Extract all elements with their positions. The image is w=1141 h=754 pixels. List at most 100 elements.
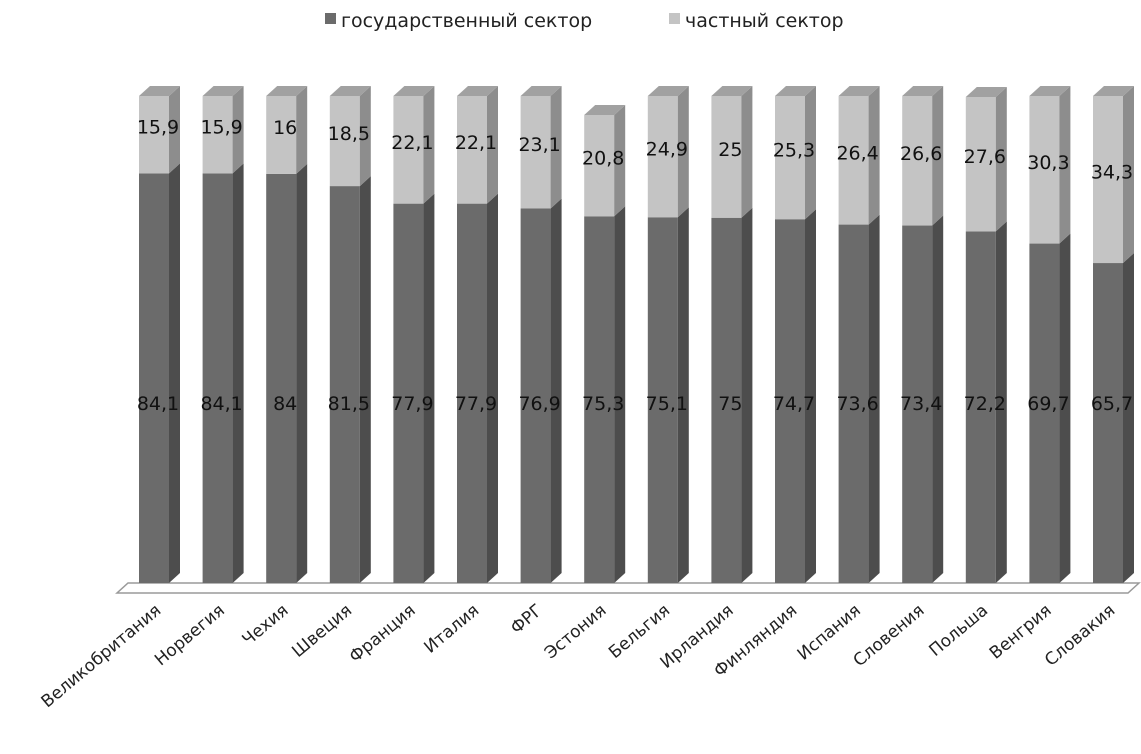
category-label: ФРГ (507, 601, 547, 639)
bar-top-cap (266, 86, 308, 96)
bar-state-sector (711, 217, 742, 583)
category-label: Словакия (1041, 601, 1119, 671)
bar-private-side (550, 86, 562, 209)
bar-state-sector (266, 173, 297, 584)
bar-state-side (805, 209, 816, 583)
bar-private-sector (1093, 96, 1123, 264)
category-label: Чехия (239, 601, 293, 651)
bar-state-side (169, 163, 180, 584)
bar-group: 75,3 20,8 (582, 104, 626, 583)
bar-private-sector (202, 96, 233, 174)
data-label-state: 75,1 (646, 393, 688, 415)
bar-state-sector (902, 225, 933, 584)
bar-private-sector (775, 96, 805, 220)
bar-private-sector (838, 96, 869, 225)
bar-group: 73,4 26,6 (900, 86, 944, 584)
bar-group: 84,1 15,9 (200, 86, 244, 584)
bar-private-side (995, 86, 1007, 232)
bar-top-cap (711, 86, 753, 96)
data-label-state: 77,9 (455, 393, 497, 415)
bar-state-side (423, 193, 435, 583)
bar-state-side (359, 176, 371, 583)
data-label-private: 16 (273, 117, 297, 139)
bar-top-cap (902, 86, 944, 96)
category-label: Эстония (541, 601, 610, 664)
bar-top-cap (647, 86, 689, 96)
bar-state-sector (457, 203, 487, 583)
data-label-private: 30,3 (1027, 152, 1069, 174)
bar-group: 81,5 18,5 (328, 86, 371, 583)
bar-private-side (868, 86, 880, 225)
bar-group: 75 25 (711, 86, 753, 583)
data-label-private: 23,1 (518, 134, 560, 156)
data-label-state: 72,2 (964, 393, 1006, 415)
category-label: Великобритания (38, 601, 166, 713)
bar-private-sector (266, 96, 297, 174)
data-label-private: 22,1 (455, 132, 497, 154)
bars-group: 84,115,984,115,9841681,518,577,922,177,9… (137, 86, 1134, 584)
bar-top-cap (584, 104, 626, 115)
bar-top-cap (139, 86, 180, 96)
bar-state-sector (965, 231, 996, 584)
data-label-private: 15,9 (137, 117, 179, 139)
bar-group: 77,9 22,1 (391, 86, 435, 583)
bar-group: 76,9 23,1 (518, 86, 562, 583)
bar-state-side (932, 215, 944, 584)
bar-private-side (932, 86, 944, 226)
bar-private-sector (647, 96, 678, 218)
chart-floor (115, 582, 1141, 594)
legend-label-private: частный сектор (685, 10, 844, 32)
bar-state-sector (329, 186, 360, 583)
floor-plane (115, 582, 1141, 594)
bar-private-sector (393, 96, 424, 204)
bar-top-cap (1093, 86, 1134, 96)
data-label-state: 73,6 (836, 393, 878, 415)
data-label-private: 25,3 (773, 140, 815, 162)
data-label-state: 75,3 (582, 393, 624, 415)
category-label: Польша (925, 601, 992, 661)
bar-state-side (868, 214, 880, 583)
bar-private-side (423, 86, 435, 204)
data-label-private: 18,5 (328, 123, 370, 145)
data-label-state: 84,1 (200, 393, 242, 415)
bar-private-side (232, 86, 244, 174)
data-label-private: 25 (718, 139, 742, 161)
category-label: Норвегия (151, 601, 229, 671)
bar-state-side (614, 206, 626, 583)
bar-top-cap (393, 86, 435, 96)
bar-top-cap (520, 86, 562, 96)
bar-top-cap (838, 86, 880, 96)
data-label-state: 69,7 (1027, 393, 1069, 415)
bar-top-cap (1029, 86, 1071, 96)
bar-private-sector (902, 96, 933, 226)
bar-group: 84,1 15,9 (137, 86, 180, 584)
bar-state-sector (139, 173, 169, 584)
bar-group: 72,2 27,6 (964, 86, 1007, 584)
data-label-private: 22,1 (391, 132, 433, 154)
bar-top-cap (775, 86, 816, 96)
bar-group: 77,9 22,1 (455, 86, 498, 583)
category-label: Италия (420, 601, 483, 658)
bar-top-cap (965, 86, 1007, 97)
data-label-state: 77,9 (391, 393, 433, 415)
bar-top-cap (202, 86, 244, 96)
bar-state-side (296, 163, 308, 584)
legend-label-state: государственный сектор (341, 10, 592, 32)
bar-private-sector (1029, 96, 1060, 244)
legend-swatch-private (669, 13, 680, 24)
bar-state-sector (647, 217, 678, 583)
data-label-private: 26,6 (900, 143, 942, 165)
bar-state-sector (584, 216, 615, 583)
bar-private-side (741, 86, 753, 218)
bar-private-sector (139, 96, 169, 174)
bar-state-sector (775, 219, 805, 583)
data-label-private: 26,4 (836, 142, 878, 164)
bar-private-side (487, 86, 498, 204)
bar-private-side (677, 86, 689, 218)
bar-group: 75,1 24,9 (646, 86, 689, 583)
data-label-state: 84 (273, 393, 297, 415)
bar-private-side (614, 104, 626, 217)
bar-state-sector (1093, 263, 1123, 583)
bar-group: 69,7 30,3 (1027, 86, 1071, 583)
